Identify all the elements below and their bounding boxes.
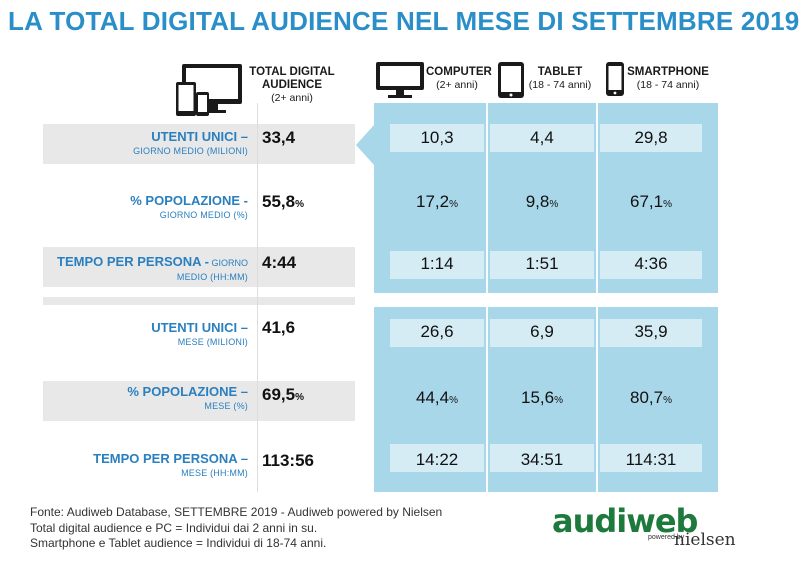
computer-value: 10,3 xyxy=(420,128,454,147)
panel-pointer xyxy=(356,125,374,165)
row-shade-5 xyxy=(43,381,355,421)
tablet-header-label: TABLET xyxy=(537,66,583,78)
cell-shade xyxy=(600,251,702,279)
total-value: 55,8% xyxy=(262,192,304,211)
computer-header-sub: (2+ anni) xyxy=(436,79,478,91)
total-column-divider xyxy=(257,103,258,492)
computer-value: 14:22 xyxy=(415,450,459,469)
row-label-monthly-unique-users: UTENTI UNICI – MESE (MILIONI) xyxy=(43,321,248,349)
cell-shade xyxy=(600,124,702,152)
tablet-value: 6,9 xyxy=(530,322,554,341)
multi-device-icon xyxy=(176,64,242,116)
total-value: 4:44 xyxy=(262,253,297,272)
row-label-mini: GIORNO xyxy=(208,258,248,268)
row-label-main: UTENTI UNICI – xyxy=(151,129,248,144)
row-label-main: TEMPO PER PERSONA - xyxy=(57,254,209,269)
section-gap-shade xyxy=(43,297,355,305)
row-shade-3 xyxy=(43,247,355,287)
tablet-header-sub: (18 - 74 anni) xyxy=(528,79,592,91)
smartphone-value: 4:36 xyxy=(634,254,668,273)
tablet-value: 15,6% xyxy=(521,388,563,407)
tablet-value: 4,4 xyxy=(530,128,554,147)
row-shade-1 xyxy=(43,124,355,164)
smartphone-value: 80,7% xyxy=(630,388,672,407)
page-title: LA TOTAL DIGITAL AUDIENCE NEL MESE DI SE… xyxy=(8,6,800,36)
source-note-line: Smartphone e Tablet audience = Individui… xyxy=(30,536,327,550)
smartphone-value: 35,9 xyxy=(634,322,668,341)
tablet-value: 34:51 xyxy=(520,450,564,469)
audiweb-logo: audiweb powered by nielsen xyxy=(552,502,742,557)
total-header-line2: AUDIENCE xyxy=(261,79,323,91)
computer-value: 26,6 xyxy=(420,322,454,341)
cell-shade xyxy=(600,444,702,472)
logo-powered-by: powered by xyxy=(648,534,685,541)
smartphone-value: 67,1% xyxy=(630,192,672,211)
row-label-main: UTENTI UNICI – xyxy=(151,320,248,335)
column-divider xyxy=(486,103,488,492)
smartphone-value: 114:31 xyxy=(625,450,677,469)
computer-value: 17,2% xyxy=(416,192,458,211)
tablet-icon xyxy=(498,62,524,98)
total-value: 41,6 xyxy=(262,318,296,337)
cell-shade xyxy=(390,251,484,279)
cell-shade xyxy=(490,444,594,472)
total-value: 33,4 xyxy=(262,128,296,147)
source-notes: Fonte: Audiweb Database, SETTEMBRE 2019 … xyxy=(30,505,442,552)
logo-wordmark: audiweb xyxy=(552,502,698,540)
row-label-sub: GIORNO MEDIO (MILIONI) xyxy=(133,146,248,156)
row-label-daily-time: TEMPO PER PERSONA - GIORNO MEDIO (HH:MM) xyxy=(43,255,248,284)
cell-shade xyxy=(600,319,702,347)
logo-partner: nielsen xyxy=(674,530,736,550)
row-label-main: % POPOLAZIONE – xyxy=(127,384,248,399)
row-label-main: TEMPO PER PERSONA – xyxy=(93,451,248,466)
row-label-monthly-population: % POPOLAZIONE – MESE (%) xyxy=(43,385,248,413)
smartphone-icon xyxy=(606,62,624,96)
monitor-icon xyxy=(376,62,424,98)
smartphone-header-sub: (18 - 74 anni) xyxy=(636,79,700,91)
cell-shade xyxy=(390,319,484,347)
row-label-sub: MESE (HH:MM) xyxy=(181,468,248,478)
row-label-monthly-time: TEMPO PER PERSONA – MESE (HH:MM) xyxy=(43,452,248,480)
cell-shade xyxy=(490,124,594,152)
column-divider xyxy=(596,103,598,492)
source-note-line: Fonte: Audiweb Database, SETTEMBRE 2019 … xyxy=(30,505,443,519)
computer-header-label: COMPUTER xyxy=(426,66,492,78)
smartphone-value: 29,8 xyxy=(634,128,668,147)
cell-shade xyxy=(490,251,594,279)
computer-header: COMPUTER (2+ anni) xyxy=(426,66,492,92)
smartphone-header: SMARTPHONE (18 - 74 anni) xyxy=(624,66,712,92)
row-label-main: % POPOLAZIONE - xyxy=(130,193,248,208)
total-digital-audience-header: TOTAL DIGITAL AUDIENCE (2+ anni) xyxy=(244,66,340,105)
source-note-line: Total digital audience e PC = Individui … xyxy=(30,520,318,535)
row-label-daily-unique-users: UTENTI UNICI – GIORNO MEDIO (MILIONI) xyxy=(43,130,248,158)
total-header-sub: (2+ anni) xyxy=(271,92,313,104)
cell-shade xyxy=(490,319,594,347)
computer-value: 44,4% xyxy=(416,388,458,407)
tablet-value: 1:51 xyxy=(525,254,559,273)
tablet-header: TABLET (18 - 74 anni) xyxy=(522,66,598,92)
tablet-value: 9,8% xyxy=(525,192,559,211)
row-label-sub: MESE (%) xyxy=(204,401,248,411)
cell-shade xyxy=(390,124,484,152)
smartphone-header-label: SMARTPHONE xyxy=(627,66,709,78)
total-value: 69,5% xyxy=(262,385,304,404)
row-label-sub: GIORNO MEDIO (%) xyxy=(159,210,248,220)
cell-shade xyxy=(390,444,484,472)
row-label-sub: MESE (MILIONI) xyxy=(177,337,248,347)
total-header-line1: TOTAL DIGITAL xyxy=(249,66,335,78)
row-label-daily-population: % POPOLAZIONE - GIORNO MEDIO (%) xyxy=(43,194,248,222)
row-label-sub: MEDIO (HH:MM) xyxy=(176,272,248,282)
total-value: 113:56 xyxy=(262,451,314,470)
computer-value: 1:14 xyxy=(420,254,454,273)
